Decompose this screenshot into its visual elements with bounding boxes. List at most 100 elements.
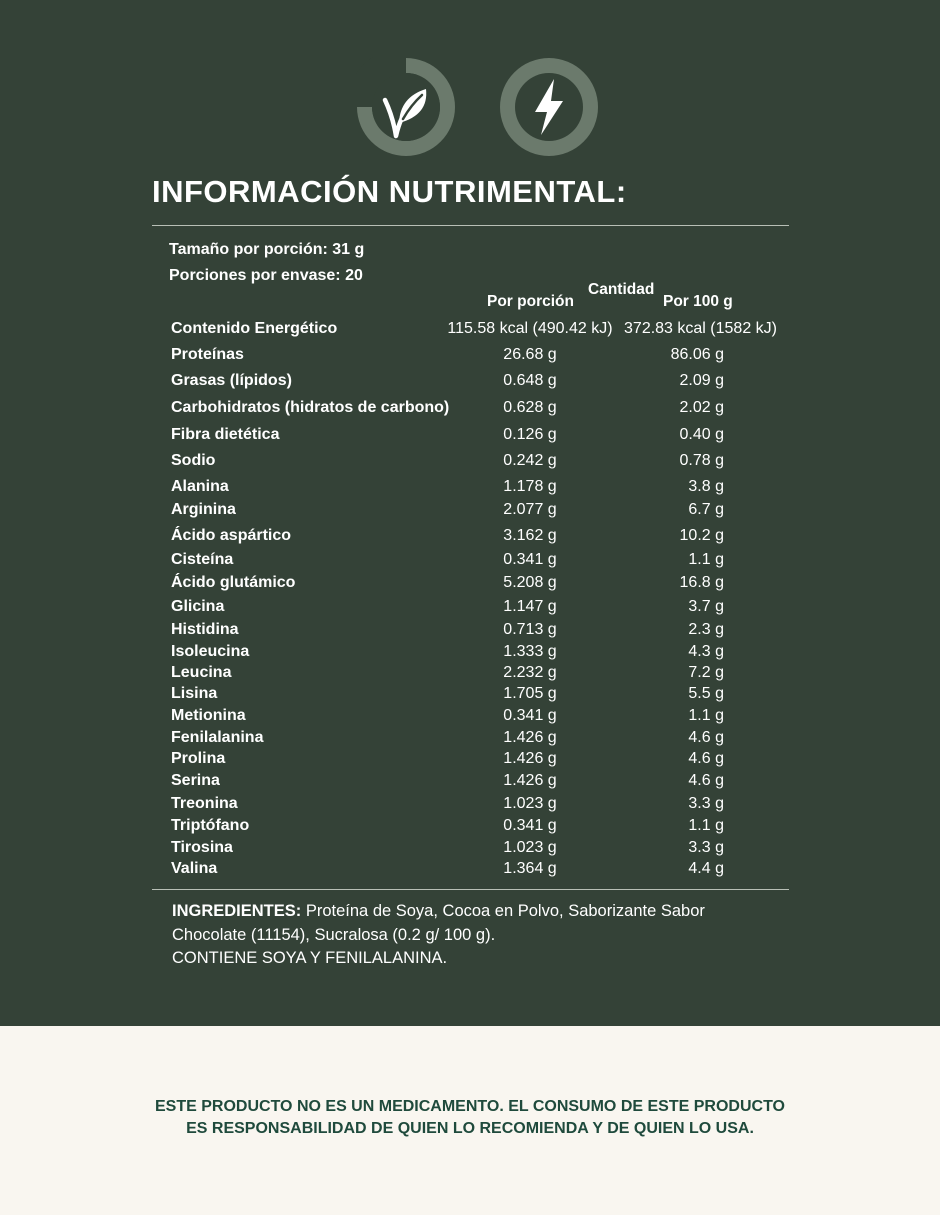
nutrient-name: Ácido glutámico bbox=[171, 574, 296, 591]
nutrient-name: Arginina bbox=[171, 501, 236, 518]
nutrient-name: Prolina bbox=[171, 750, 226, 767]
table-row: Ácido aspártico 3.162 g 10.2 g bbox=[0, 526, 940, 546]
nutrient-name: Contenido Energético bbox=[171, 320, 338, 337]
disclaimer: ESTE PRODUCTO NO ES UN MEDICAMENTO. EL C… bbox=[0, 1096, 940, 1140]
per-100g-value: 5.5 g bbox=[688, 685, 724, 702]
ingredients-text: Proteína de Soya, Cocoa en Polvo, Sabori… bbox=[172, 902, 705, 944]
per-serving-value: 1.178 g bbox=[503, 478, 557, 495]
nutrient-name: Glicina bbox=[171, 598, 225, 615]
per-100g-value: 3.7 g bbox=[688, 598, 724, 615]
per-serving-value: 0.341 g bbox=[503, 551, 557, 568]
per-serving-value: 1.364 g bbox=[503, 860, 557, 877]
column-header-per-100g: Por 100 g bbox=[663, 293, 733, 310]
table-row: Carbohidratos (hidratos de carbono) 0.62… bbox=[0, 398, 940, 418]
per-100g-value: 1.1 g bbox=[688, 817, 724, 834]
column-header-per-serving: Por porción bbox=[487, 293, 574, 310]
title-divider bbox=[152, 225, 789, 226]
per-serving-value: 1.426 g bbox=[503, 729, 557, 746]
per-serving-value: 0.628 g bbox=[503, 399, 557, 416]
serving-size: Tamaño por porción: 31 g bbox=[169, 241, 365, 258]
per-100g-value: 372.83 kcal (1582 kJ) bbox=[624, 320, 777, 337]
per-serving-value: 0.341 g bbox=[503, 707, 557, 724]
per-serving-value: 1.147 g bbox=[503, 598, 557, 615]
table-row: Cisteína 0.341 g 1.1 g bbox=[0, 550, 940, 570]
per-100g-value: 4.3 g bbox=[688, 643, 724, 660]
table-row: Tirosina 1.023 g 3.3 g bbox=[0, 838, 940, 858]
per-100g-value: 16.8 g bbox=[679, 574, 724, 591]
per-serving-value: 115.58 kcal (490.42 kJ) bbox=[447, 320, 613, 337]
table-row: Fibra dietética 0.126 g 0.40 g bbox=[0, 425, 940, 445]
per-serving-value: 1.023 g bbox=[503, 839, 557, 856]
table-row: Fenilalanina 1.426 g 4.6 g bbox=[0, 728, 940, 748]
table-row: Prolina 1.426 g 4.6 g bbox=[0, 749, 940, 769]
nutrient-name: Isoleucina bbox=[171, 643, 250, 660]
table-row: Arginina 2.077 g 6.7 g bbox=[0, 500, 940, 520]
table-row: Grasas (lípidos) 0.648 g 2.09 g bbox=[0, 371, 940, 391]
disclaimer-line-2: ES RESPONSABILIDAD DE QUIEN LO RECOMIEND… bbox=[186, 1120, 754, 1137]
per-serving-value: 5.208 g bbox=[503, 574, 557, 591]
per-serving-value: 0.648 g bbox=[503, 372, 557, 389]
per-100g-value: 86.06 g bbox=[670, 346, 724, 363]
table-row: Triptófano 0.341 g 1.1 g bbox=[0, 816, 940, 836]
ingredients-label: INGREDIENTES: bbox=[172, 902, 302, 920]
nutrient-name: Carbohidratos (hidratos de carbono) bbox=[171, 399, 450, 416]
nutrient-name: Grasas (lípidos) bbox=[171, 372, 292, 389]
per-100g-value: 3.8 g bbox=[688, 478, 724, 495]
per-serving-value: 1.426 g bbox=[503, 772, 557, 789]
per-100g-value: 2.09 g bbox=[679, 372, 724, 389]
per-100g-value: 1.1 g bbox=[688, 707, 724, 724]
per-100g-value: 10.2 g bbox=[679, 527, 724, 544]
nutrient-name: Fenilalanina bbox=[171, 729, 264, 746]
table-row: Metionina 0.341 g 1.1 g bbox=[0, 706, 940, 726]
per-100g-value: 3.3 g bbox=[688, 795, 724, 812]
per-100g-value: 2.3 g bbox=[688, 621, 724, 638]
nutrient-name: Ácido aspártico bbox=[171, 527, 292, 544]
per-100g-value: 1.1 g bbox=[688, 551, 724, 568]
nutrient-name: Serina bbox=[171, 772, 220, 789]
ingredients-block: INGREDIENTES: Proteína de Soya, Cocoa en… bbox=[172, 900, 772, 971]
per-100g-value: 2.02 g bbox=[679, 399, 724, 416]
table-row: Alanina 1.178 g 3.8 g bbox=[0, 477, 940, 497]
nutrient-name: Valina bbox=[171, 860, 218, 877]
per-serving-value: 0.713 g bbox=[503, 621, 557, 638]
table-row: Serina 1.426 g 4.6 g bbox=[0, 771, 940, 791]
nutrient-name: Histidina bbox=[171, 621, 239, 638]
nutrient-name: Alanina bbox=[171, 478, 229, 495]
table-row: Leucina 2.232 g 7.2 g bbox=[0, 663, 940, 683]
table-row: Glicina 1.147 g 3.7 g bbox=[0, 597, 940, 617]
table-row: Lisina 1.705 g 5.5 g bbox=[0, 684, 940, 704]
table-row: Contenido Energético 115.58 kcal (490.42… bbox=[0, 319, 940, 339]
vegan-leaf-icon bbox=[356, 57, 456, 157]
nutrient-name: Triptófano bbox=[171, 817, 250, 834]
per-serving-value: 2.232 g bbox=[503, 664, 557, 681]
page-title: INFORMACIÓN NUTRIMENTAL: bbox=[152, 174, 627, 209]
per-serving-value: 0.126 g bbox=[503, 426, 557, 443]
per-serving-value: 0.341 g bbox=[503, 817, 557, 834]
per-serving-value: 26.68 g bbox=[503, 346, 557, 363]
nutrient-name: Cisteína bbox=[171, 551, 234, 568]
table-row: Valina 1.364 g 4.4 g bbox=[0, 859, 940, 879]
per-100g-value: 3.3 g bbox=[688, 839, 724, 856]
nutrient-name: Lisina bbox=[171, 685, 218, 702]
table-row: Proteínas 26.68 g 86.06 g bbox=[0, 345, 940, 365]
nutrient-name: Sodio bbox=[171, 452, 216, 469]
per-100g-value: 0.78 g bbox=[679, 452, 724, 469]
disclaimer-line-1: ESTE PRODUCTO NO ES UN MEDICAMENTO. EL C… bbox=[155, 1098, 785, 1115]
per-100g-value: 0.40 g bbox=[679, 426, 724, 443]
per-serving-value: 2.077 g bbox=[503, 501, 557, 518]
nutrient-name: Treonina bbox=[171, 795, 238, 812]
per-100g-value: 4.6 g bbox=[688, 750, 724, 767]
nutrient-name: Leucina bbox=[171, 664, 232, 681]
icon-row bbox=[356, 57, 600, 157]
table-row: Treonina 1.023 g 3.3 g bbox=[0, 794, 940, 814]
table-row: Sodio 0.242 g 0.78 g bbox=[0, 451, 940, 471]
nutrient-name: Tirosina bbox=[171, 839, 233, 856]
nutrition-panel: INFORMACIÓN NUTRIMENTAL: Tamaño por porc… bbox=[0, 0, 940, 1026]
per-100g-value: 4.4 g bbox=[688, 860, 724, 877]
table-divider bbox=[152, 889, 789, 890]
column-header-cantidad: Cantidad bbox=[588, 281, 655, 298]
per-serving-value: 1.333 g bbox=[503, 643, 557, 660]
nutrient-name: Fibra dietética bbox=[171, 426, 280, 443]
per-serving-value: 1.705 g bbox=[503, 685, 557, 702]
per-100g-value: 4.6 g bbox=[688, 772, 724, 789]
